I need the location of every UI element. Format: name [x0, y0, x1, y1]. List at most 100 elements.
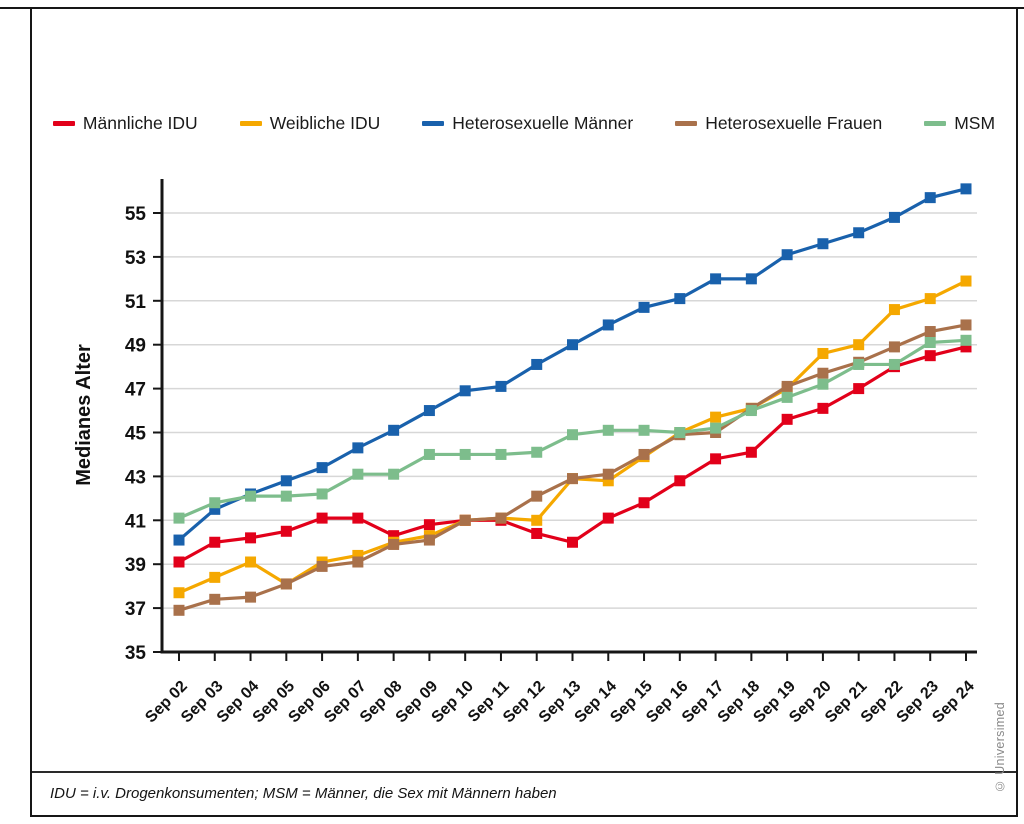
data-point	[888, 304, 900, 316]
legend-swatch-icon	[422, 121, 445, 126]
data-point	[280, 475, 292, 487]
data-point	[495, 448, 507, 460]
data-point	[924, 337, 936, 349]
legend-swatch-icon	[675, 121, 698, 126]
data-point	[531, 358, 543, 370]
data-point	[567, 473, 578, 485]
data-point	[531, 527, 543, 539]
data-point	[423, 405, 435, 417]
y-tick-label: 39	[125, 555, 146, 576]
top-border-rule	[0, 7, 1024, 9]
series-line-0	[178, 345, 967, 564]
data-point	[495, 512, 507, 524]
legend-label: Heterosexuelle Frauen	[705, 113, 883, 133]
data-point	[817, 402, 829, 414]
data-point	[853, 383, 865, 395]
data-point	[531, 514, 543, 526]
data-point	[924, 192, 936, 204]
data-point	[674, 475, 686, 487]
data-point	[280, 525, 292, 537]
data-point	[567, 429, 578, 441]
data-point	[209, 593, 221, 605]
data-point	[710, 411, 722, 423]
figure-frame: Männliche IDU Weibliche IDU Heterosexuelle…	[30, 7, 1018, 817]
data-point	[531, 446, 543, 458]
data-point	[352, 442, 364, 454]
data-point	[352, 468, 364, 480]
y-tick-label: 37	[125, 599, 146, 620]
legend-swatch-icon	[924, 121, 947, 126]
y-tick-label: 51	[125, 292, 147, 313]
legend-item-4: MSM	[924, 113, 995, 134]
data-point	[209, 503, 221, 515]
legend-item-2: Heterosexuelle Männer	[422, 113, 633, 134]
data-point	[602, 319, 614, 331]
data-point	[388, 424, 400, 436]
data-point	[924, 326, 936, 338]
data-point	[567, 339, 578, 351]
y-axis-title: Medianes Alter	[73, 344, 95, 486]
data-point	[352, 556, 364, 568]
chart: Medianes Alter 3537394143454749515355Sep…	[73, 179, 978, 726]
legend-item-3: Heterosexuelle Frauen	[675, 113, 882, 134]
data-point	[781, 380, 793, 392]
data-point	[209, 571, 221, 583]
data-point	[423, 519, 435, 531]
footnote: IDU = i.v. Drogenkonsumenten; MSM = Männ…	[50, 785, 557, 802]
data-point	[853, 358, 865, 370]
data-point	[280, 578, 292, 590]
data-point	[209, 497, 221, 509]
data-point	[745, 405, 757, 417]
data-point	[423, 448, 435, 460]
data-point	[245, 490, 257, 502]
data-point	[602, 468, 614, 480]
data-point	[817, 238, 829, 250]
legend-label: Heterosexuelle Männer	[452, 113, 634, 133]
y-tick-label: 53	[125, 248, 146, 269]
data-point	[638, 448, 650, 460]
data-point	[710, 453, 722, 465]
data-point	[495, 380, 507, 392]
data-point	[388, 538, 400, 550]
footnote-separator	[32, 771, 1016, 773]
data-point	[352, 512, 364, 524]
data-point	[316, 560, 328, 572]
data-point	[245, 532, 257, 544]
data-point	[388, 530, 400, 542]
data-point	[888, 211, 900, 223]
data-point	[924, 293, 936, 305]
data-point	[960, 334, 972, 346]
data-point	[316, 462, 328, 474]
data-point	[638, 301, 650, 313]
data-point	[173, 512, 185, 524]
data-point	[352, 549, 364, 561]
data-point	[388, 468, 400, 480]
data-point	[173, 604, 185, 616]
data-point	[853, 339, 865, 351]
data-point	[781, 413, 793, 425]
y-tick-label: 41	[125, 511, 147, 532]
data-point	[960, 341, 972, 353]
y-tick-label: 55	[125, 204, 147, 225]
data-point	[602, 475, 614, 487]
data-point	[602, 424, 614, 436]
data-point	[960, 183, 972, 195]
data-point	[602, 512, 614, 524]
y-tick-label: 45	[125, 424, 147, 445]
legend-swatch-icon	[239, 121, 262, 126]
data-point	[817, 378, 829, 390]
data-point	[781, 391, 793, 403]
data-point	[638, 424, 650, 436]
data-point	[173, 587, 185, 599]
data-point	[888, 341, 900, 353]
data-point	[531, 490, 543, 502]
data-point	[245, 556, 257, 568]
data-point	[853, 227, 865, 239]
data-point	[674, 427, 686, 438]
data-point	[173, 556, 185, 568]
data-point	[888, 358, 900, 370]
data-point	[960, 319, 972, 331]
data-point	[710, 273, 722, 285]
legend-swatch-icon	[52, 121, 75, 126]
data-point	[924, 350, 936, 362]
